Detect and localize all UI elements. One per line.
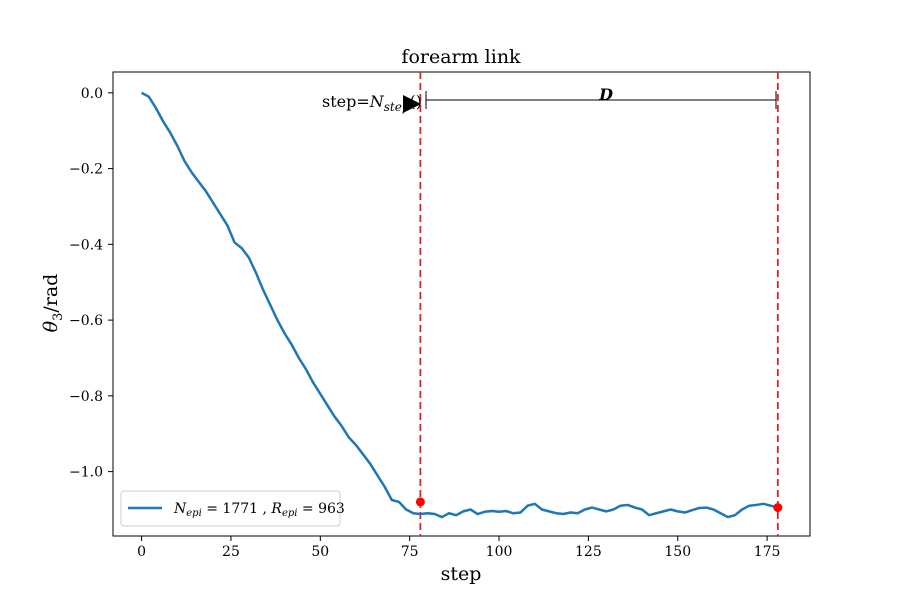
y-axis-title: θ3/rad — [40, 274, 66, 333]
series-group — [141, 91, 779, 519]
x-tick-label: 175 — [754, 544, 781, 560]
x-tick-label: 75 — [401, 544, 419, 560]
endpoint-marker — [773, 503, 783, 513]
x-tick-label: 0 — [137, 544, 146, 560]
x-tick-label: 150 — [664, 544, 691, 560]
x-tick-label: 50 — [311, 544, 329, 560]
series-line — [141, 91, 779, 519]
legend: Nepi = 1771 , Repi = 963 — [120, 490, 345, 527]
bracket-label: D — [598, 85, 613, 104]
y-axis-ticks: 0.0 −0.2 −0.4 −0.6 −0.8 −1.0 — [69, 86, 113, 481]
y-tick-label: −1.0 — [69, 465, 103, 481]
y-tick-label: −0.6 — [69, 313, 103, 329]
y-tick-label: −0.8 — [69, 389, 103, 405]
y-tick-label: −0.2 — [69, 162, 103, 178]
legend-box — [120, 490, 341, 527]
x-tick-label: 125 — [575, 544, 602, 560]
markers-group — [415, 497, 783, 513]
x-axis-ticks: 0 25 50 75 100 125 150 175 — [137, 536, 780, 560]
endpoint-marker — [415, 497, 425, 507]
x-tick-label: 100 — [486, 544, 513, 560]
y-tick-label: −0.4 — [69, 237, 103, 253]
chart-title: forearm link — [401, 46, 521, 68]
x-axis-title: step — [441, 563, 482, 585]
annotation-arrow-head — [403, 95, 421, 113]
legend-label: Nepi = 1771 , Repi = 963 — [173, 501, 345, 519]
x-tick-label: 25 — [222, 544, 240, 560]
plot-area — [112, 71, 811, 537]
y-tick-label: 0.0 — [81, 86, 103, 102]
threshold-lines — [419, 72, 779, 536]
